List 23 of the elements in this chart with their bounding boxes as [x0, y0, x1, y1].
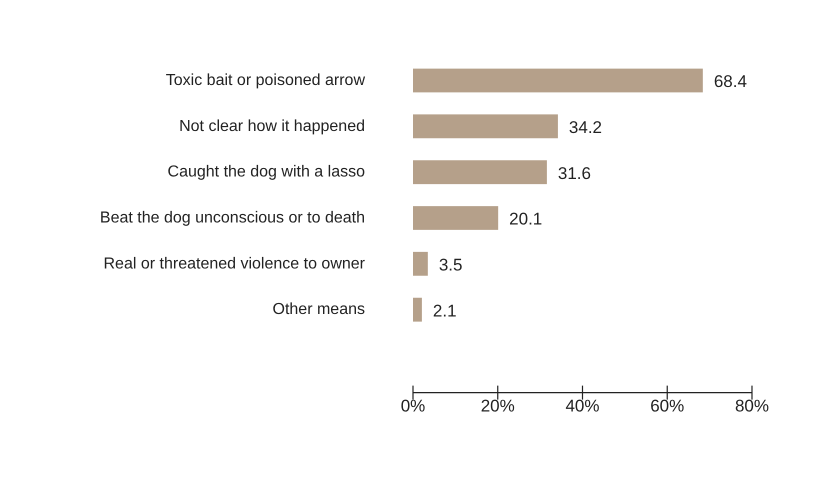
bar [413, 114, 558, 138]
data-label: 31.6 [558, 164, 591, 183]
data-label: 20.1 [509, 210, 542, 229]
y-tick-label: Toxic bait or poisoned arrow [166, 72, 366, 89]
bar [413, 160, 547, 184]
data-label: 3.5 [438, 256, 462, 275]
bar [413, 298, 422, 322]
x-tick-label: 20% [480, 396, 515, 416]
bar [413, 206, 498, 230]
x-tick-label: 40% [565, 396, 600, 416]
y-tick-label: Not clear how it happened [179, 118, 365, 135]
data-label: 68.4 [714, 72, 747, 92]
bar [413, 252, 428, 276]
data-label: 34.2 [568, 118, 602, 138]
x-tick-label: 60% [650, 396, 684, 416]
y-tick-label: Beat the dog unconscious or to death [100, 209, 365, 226]
x-tick-label: 80% [734, 396, 770, 416]
bar [413, 68, 703, 92]
y-tick-label: Real or threatened violence to owner [104, 255, 366, 272]
y-tick-label: Caught the dog with a lasso [168, 164, 366, 181]
y-tick-label: Other means [272, 301, 365, 318]
data-label: 2.1 [432, 301, 457, 320]
x-tick-label: 0% [400, 396, 426, 416]
